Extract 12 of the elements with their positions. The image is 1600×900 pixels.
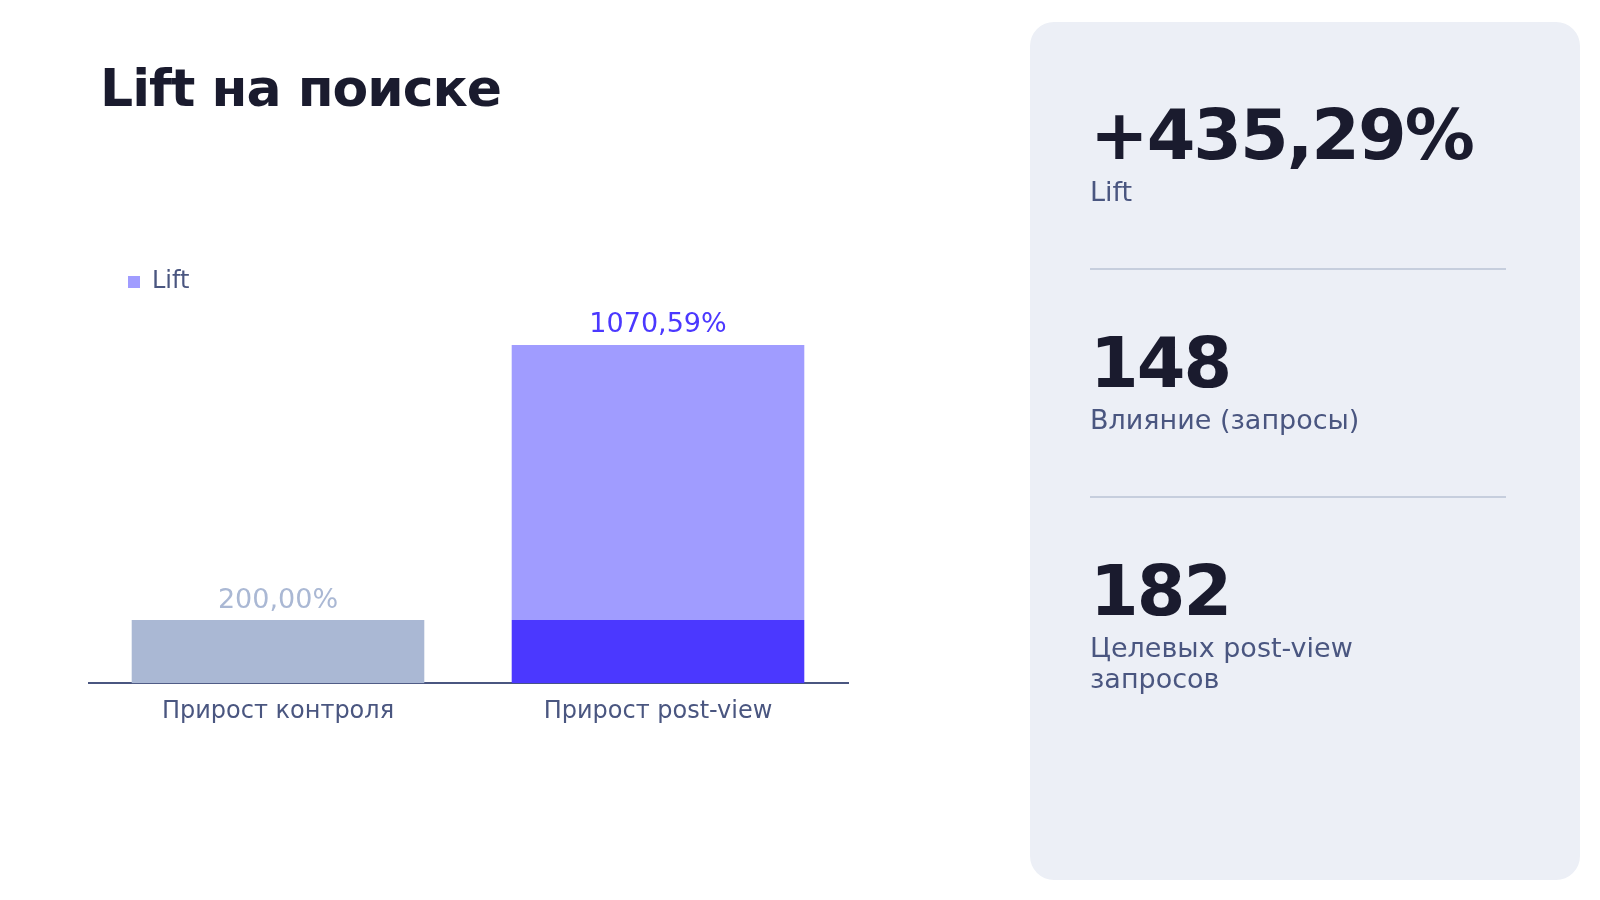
text: Lift [1090, 176, 1134, 207]
legend-label: Lift [152, 266, 190, 295]
text: Целевых post-view запросов [1090, 632, 1354, 694]
text: 182 [1090, 550, 1232, 632]
x-tick-label: Прирост post-view [543, 695, 773, 724]
total-label: 1070,59% [589, 307, 727, 339]
text: 148 [1090, 322, 1232, 404]
text: Влияние (запросы) [1090, 404, 1361, 435]
chart-title: Lift на поиске [100, 58, 502, 118]
x-tick-label: Прирост контроля [161, 695, 395, 724]
data-label: 200,00% [217, 582, 339, 614]
text: +435,29% [1090, 94, 1473, 176]
